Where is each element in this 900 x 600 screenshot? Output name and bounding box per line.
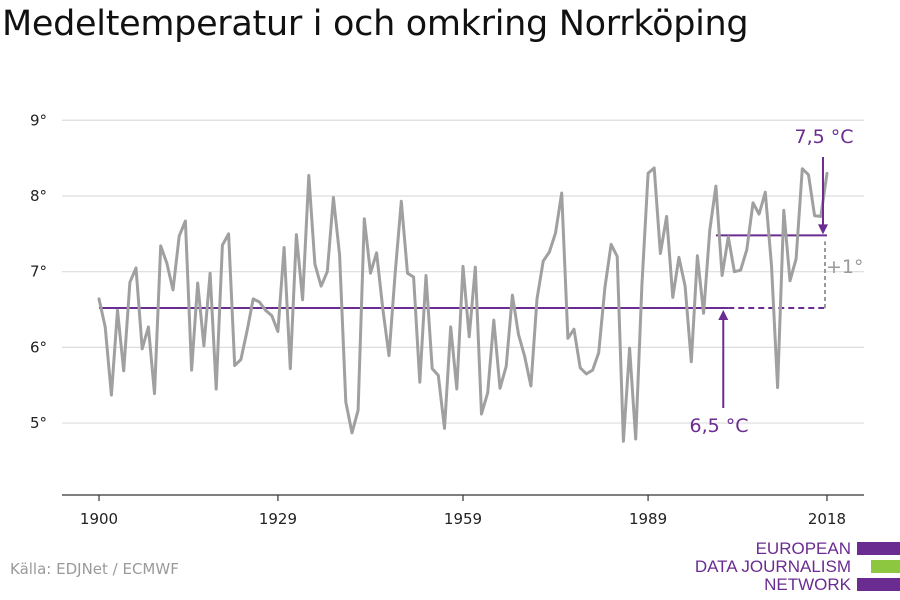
annotations: 7,5 °C 6,5 °C +1° (689, 126, 863, 437)
x-tick-label: 1929 (259, 510, 297, 528)
x-tick-label: 2018 (808, 510, 846, 528)
y-axis-ticks: 5° 6° 7° 8° 9° (30, 111, 47, 432)
edjnet-logo[interactable]: EUROPEAN DATA JOURNALISM NETWORK (695, 538, 900, 596)
y-tick-label: 8° (30, 187, 47, 205)
x-tick-label: 1959 (444, 510, 482, 528)
annotation-plus-one-label: +1° (826, 256, 864, 278)
logo-line-1: EUROPEAN (755, 539, 851, 558)
y-tick-label: 7° (30, 263, 47, 281)
y-tick-label: 6° (30, 338, 47, 356)
logo-bar-1 (857, 542, 900, 555)
reference-lines (99, 234, 827, 310)
annotation-7-5-label: 7,5 °C (794, 126, 853, 148)
arrow-6-5-head (718, 310, 729, 321)
arrow-7-5-head (817, 224, 828, 235)
temperature-series-line (97, 166, 829, 443)
logo-line-2: DATA JOURNALISM (694, 557, 851, 576)
logo-bar-2 (871, 560, 900, 573)
annotation-6-5-label: 6,5 °C (689, 415, 748, 437)
y-tick-label: 9° (30, 111, 47, 129)
y-tick-label: 5° (30, 414, 47, 432)
x-tick-label: 1989 (629, 510, 667, 528)
logo-bar-3 (857, 578, 900, 591)
chart-title: Medeltemperatur i och omkring Norrköping (2, 4, 749, 44)
x-tick-label: 1900 (80, 510, 118, 528)
logo-line-3: NETWORK (764, 575, 851, 594)
source-credit: Källa: EDJNet / ECMWF (10, 560, 179, 578)
x-axis: 1900 1929 1959 1989 2018 (62, 494, 864, 528)
